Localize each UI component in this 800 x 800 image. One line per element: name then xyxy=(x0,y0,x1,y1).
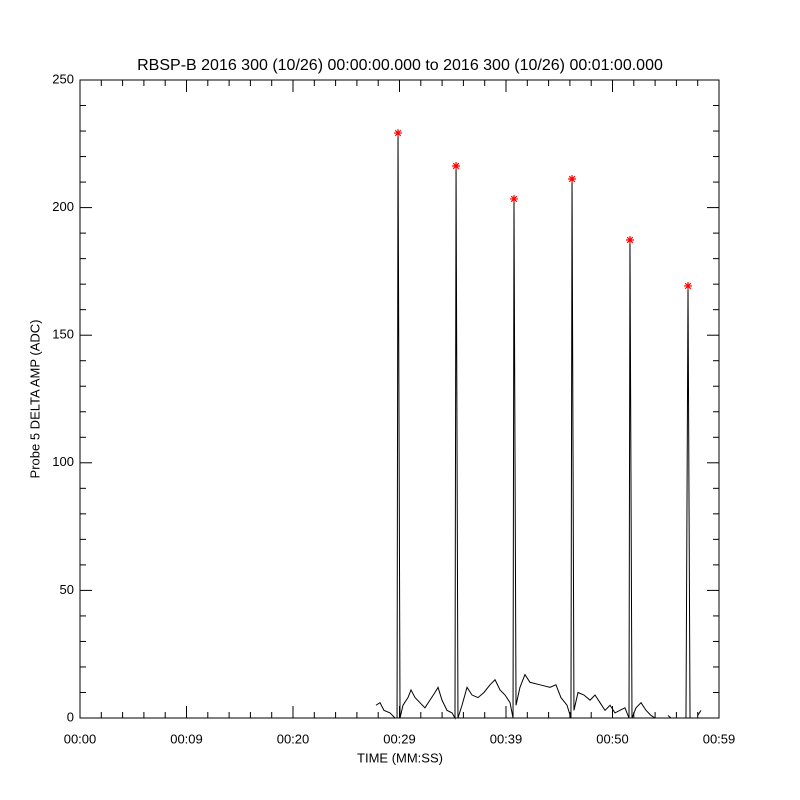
peak-marker xyxy=(509,194,518,203)
x-tick-label: 00:09 xyxy=(170,731,203,746)
x-tick-label: 00:59 xyxy=(703,731,736,746)
y-tick-label: 100 xyxy=(52,454,74,469)
peak-marker xyxy=(394,129,403,138)
peak-marker xyxy=(625,236,634,245)
chart-title: RBSP-B 2016 300 (10/26) 00:00:00.000 to … xyxy=(137,57,663,74)
y-tick-label: 150 xyxy=(52,327,74,342)
data-line xyxy=(375,133,702,720)
x-tick-label: 00:39 xyxy=(490,731,523,746)
y-tick-label: 250 xyxy=(52,71,74,86)
peak-marker xyxy=(568,175,577,184)
y-tick-label: 50 xyxy=(60,582,74,597)
x-axis-label: TIME (MM:SS) xyxy=(357,750,443,765)
x-tick-label: 00:50 xyxy=(596,731,629,746)
x-tick-label: 00:20 xyxy=(277,731,310,746)
y-tick-label: 0 xyxy=(67,709,74,724)
x-tick-label: 00:29 xyxy=(383,731,416,746)
peak-marker xyxy=(684,281,693,290)
y-axis-label: Probe 5 DELTA AMP (ADC) xyxy=(27,320,42,479)
peak-marker xyxy=(452,162,461,171)
x-tick-label: 00:00 xyxy=(64,731,97,746)
y-tick-label: 200 xyxy=(52,199,74,214)
